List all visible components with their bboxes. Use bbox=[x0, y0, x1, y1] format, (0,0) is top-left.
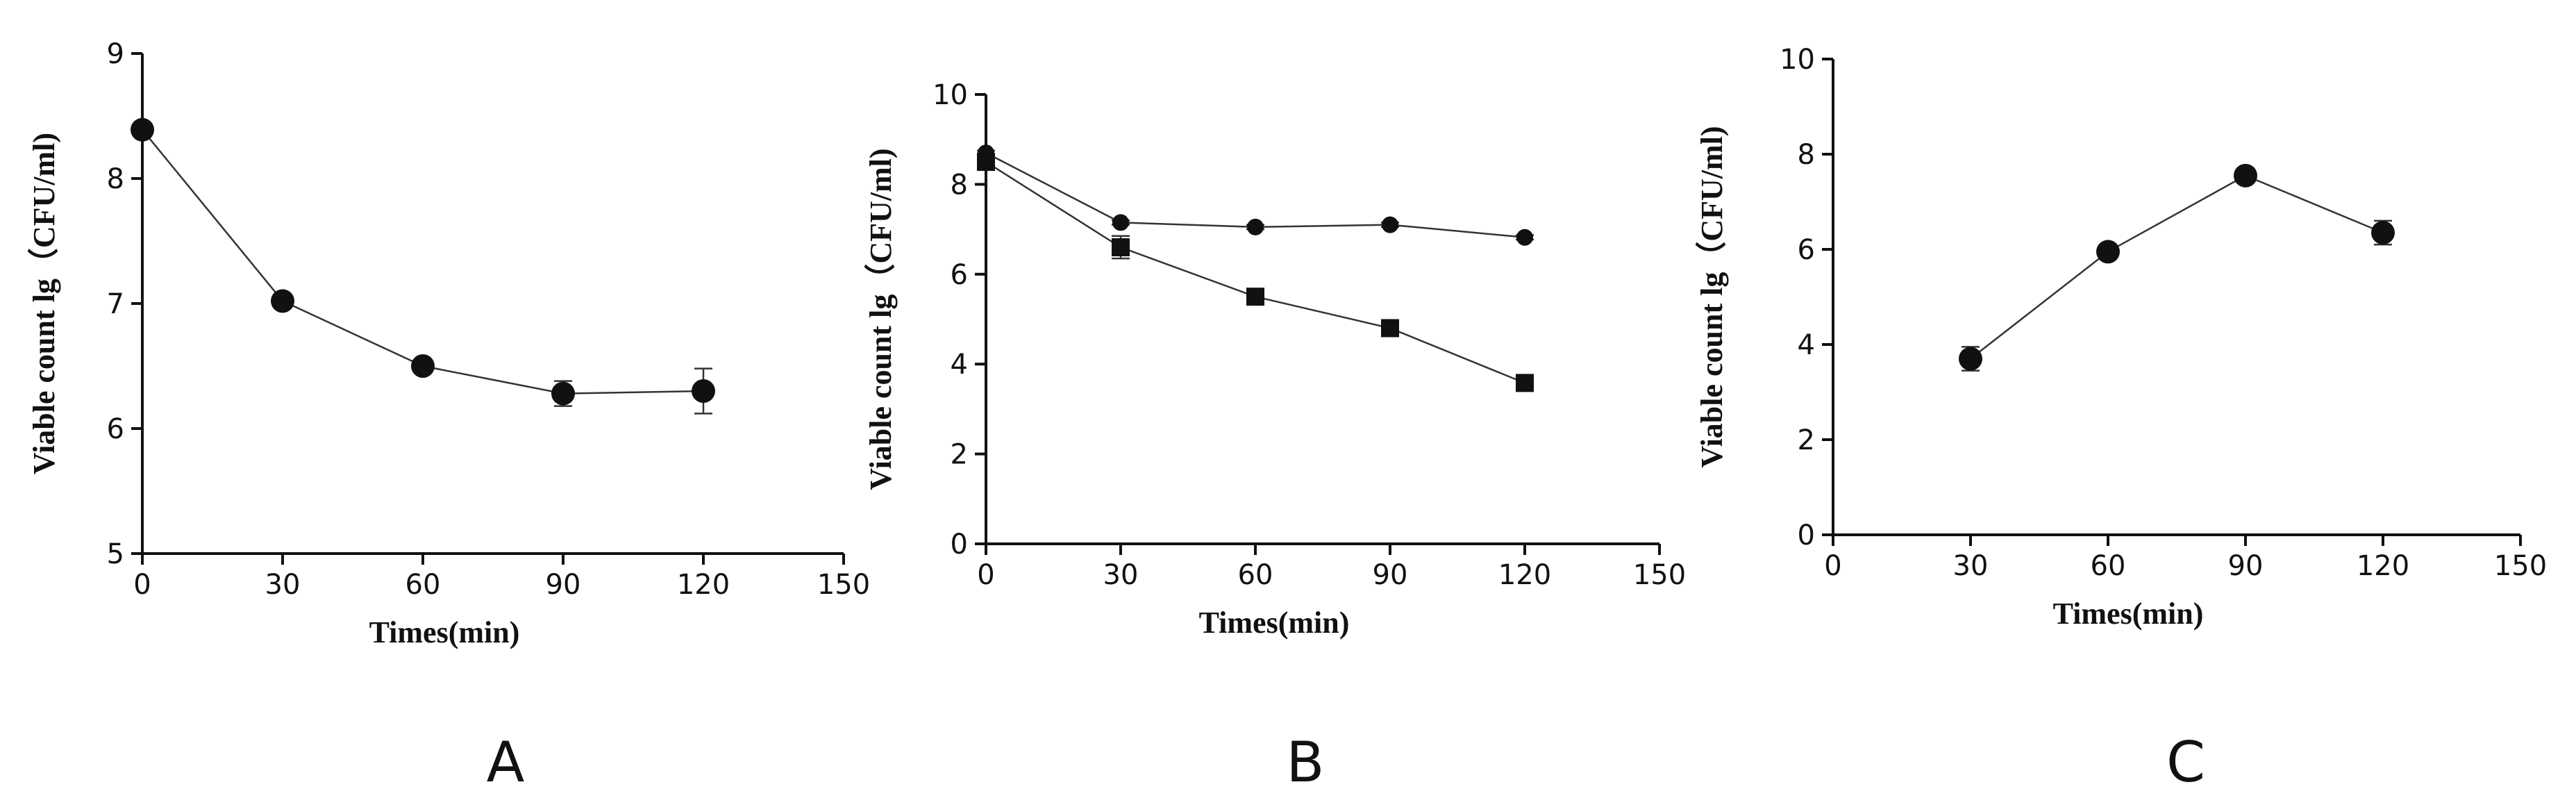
y-tick-label: 2 bbox=[951, 439, 968, 471]
x-tick-label: 0 bbox=[1824, 550, 1841, 582]
data-point bbox=[131, 117, 154, 142]
chart-panel-a: 0 30 60 90 120 150 5 6 7 8 9 Times(min) Viable count… bbox=[27, 38, 870, 795]
data-point bbox=[1247, 218, 1264, 235]
x-tick-label: 150 bbox=[817, 569, 870, 601]
data-point bbox=[1382, 216, 1398, 233]
x-tick-label: 90 bbox=[1373, 559, 1408, 591]
y-tick-label: 6 bbox=[951, 259, 968, 291]
panel-letter: A bbox=[487, 730, 525, 795]
x-axis-label: Times(min) bbox=[1199, 606, 1350, 640]
x-axis-label: Times(min) bbox=[369, 615, 520, 649]
data-point bbox=[1112, 214, 1129, 231]
x-tick-label: 150 bbox=[2494, 550, 2547, 582]
y-tick-label: 6 bbox=[107, 413, 124, 445]
x-tick-label: 150 bbox=[1633, 559, 1686, 591]
x-tick-label: 60 bbox=[405, 569, 441, 601]
y-tick-label: 0 bbox=[951, 529, 968, 561]
y-tick-label: 4 bbox=[951, 349, 968, 381]
x-tick-label: 30 bbox=[265, 569, 301, 601]
x-axis-label: Times(min) bbox=[2053, 597, 2204, 631]
series-1 bbox=[131, 117, 715, 415]
y-tick-label: 8 bbox=[107, 163, 124, 195]
series-line bbox=[1970, 174, 2384, 360]
y-tick-label: 7 bbox=[107, 288, 124, 320]
y-tick-label: 10 bbox=[1780, 44, 1815, 76]
data-point bbox=[271, 289, 294, 313]
x-tick-label: 0 bbox=[977, 559, 994, 591]
series-2 bbox=[977, 153, 1534, 392]
y-tick-label: 9 bbox=[107, 38, 124, 70]
data-point bbox=[1959, 347, 1982, 371]
data-point bbox=[411, 354, 435, 378]
y-axis-label: Viable count lg（CFU/ml) bbox=[864, 148, 898, 490]
y-tick-label: 5 bbox=[107, 538, 124, 570]
data-point bbox=[1516, 374, 1534, 392]
y-tick-label: 0 bbox=[1798, 520, 1815, 551]
panel-letter: B bbox=[1287, 730, 1325, 795]
y-tick-label: 10 bbox=[932, 79, 968, 111]
data-point bbox=[2234, 163, 2257, 188]
y-tick-label: 8 bbox=[1798, 139, 1815, 171]
series-1 bbox=[977, 144, 1534, 246]
data-point bbox=[1112, 238, 1130, 256]
data-point bbox=[977, 153, 995, 172]
y-tick-label: 6 bbox=[1798, 234, 1815, 266]
x-tick-label: 120 bbox=[677, 569, 730, 601]
y-tick-label: 2 bbox=[1798, 424, 1815, 456]
y-tick-label: 8 bbox=[951, 169, 968, 201]
series-1 bbox=[1959, 163, 2395, 372]
x-tick-label: 90 bbox=[546, 569, 581, 601]
data-point bbox=[1246, 288, 1264, 306]
x-tick-label: 60 bbox=[1238, 559, 1273, 591]
data-point bbox=[692, 379, 715, 403]
data-point bbox=[2371, 221, 2395, 245]
x-tick-label: 120 bbox=[1498, 559, 1551, 591]
x-tick-label: 30 bbox=[1953, 550, 1989, 582]
x-tick-label: 90 bbox=[2228, 550, 2264, 582]
y-axis-label: Viable count lg（CFU/ml) bbox=[27, 133, 61, 474]
y-tick-label: 4 bbox=[1798, 329, 1815, 361]
data-point bbox=[2096, 240, 2120, 264]
data-point bbox=[1381, 319, 1399, 338]
data-point bbox=[551, 381, 575, 406]
series-line bbox=[142, 129, 704, 395]
chart-panel-b: 0 30 60 90 120 150 0 2 4 6 8 10 Times(min) Viable cou… bbox=[864, 79, 1686, 795]
panel-letter: C bbox=[2166, 730, 2205, 795]
x-tick-label: 120 bbox=[2357, 550, 2409, 582]
x-tick-label: 30 bbox=[1103, 559, 1139, 591]
chart-panel-c: 0 30 60 90 120 150 0 2 4 6 8 10 Times(min) Viable cou… bbox=[1695, 44, 2547, 795]
x-tick-label: 60 bbox=[2091, 550, 2126, 582]
x-tick-label: 0 bbox=[133, 569, 151, 601]
data-point bbox=[1516, 229, 1533, 246]
y-axis-label: Viable count lg（CFU/ml) bbox=[1695, 126, 1729, 467]
